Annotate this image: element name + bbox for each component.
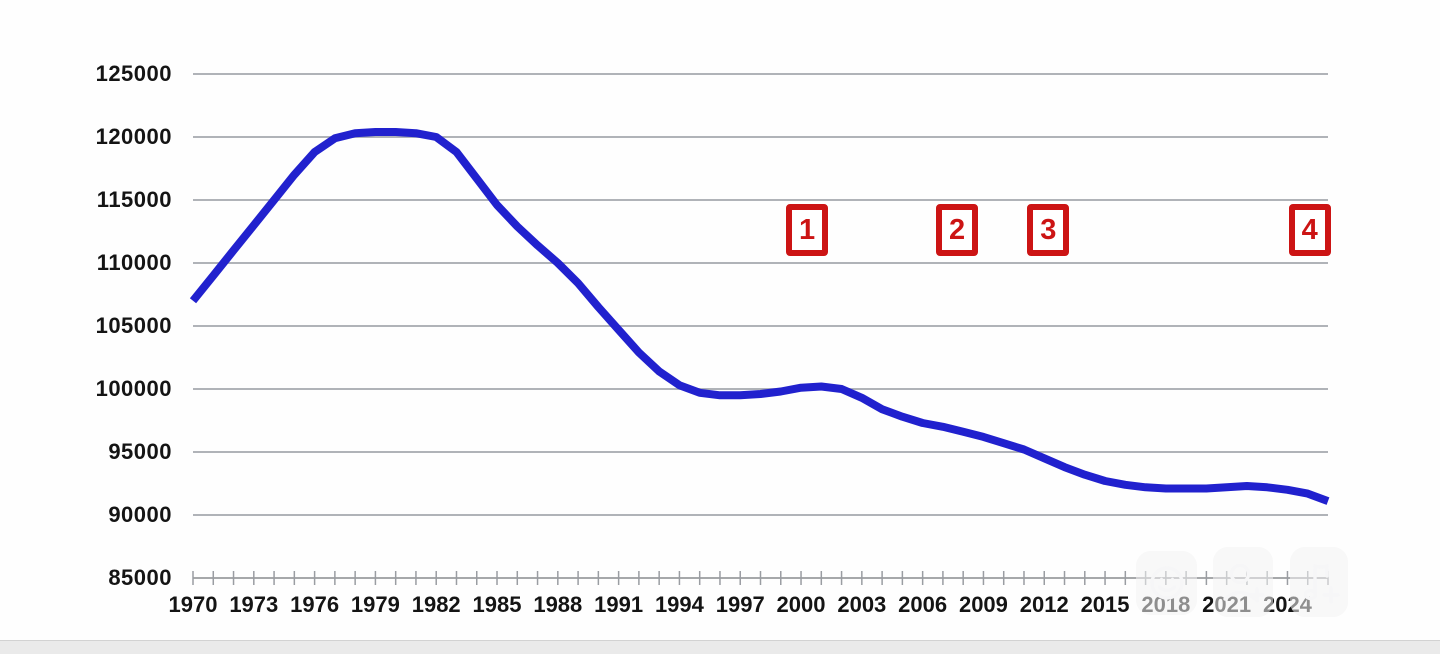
- emoji-reaction-button[interactable]: [1136, 551, 1197, 615]
- y-axis-label: 85000: [108, 565, 172, 590]
- y-axis-label: 100000: [95, 376, 172, 401]
- marker-box-1: 1: [786, 204, 829, 257]
- x-axis-label: 2015: [1080, 592, 1130, 617]
- data-series-line: [189, 128, 1330, 505]
- y-axis-label: 90000: [108, 502, 172, 527]
- x-axis-label: 1988: [533, 592, 583, 617]
- person-plus-icon: [1219, 557, 1267, 607]
- y-axis-label: 110000: [96, 250, 172, 275]
- smiley-icon: [1145, 561, 1189, 605]
- y-axis-label: 120000: [95, 124, 172, 149]
- x-axis-label: 1979: [350, 592, 400, 617]
- x-axis-label: 1976: [290, 592, 340, 617]
- x-axis-label: 1991: [594, 592, 644, 617]
- x-axis-label: 1970: [168, 592, 218, 617]
- music-note-plus-icon: [1295, 556, 1343, 608]
- add-music-button[interactable]: [1290, 547, 1348, 617]
- x-axis-label: 2006: [898, 592, 948, 617]
- y-axis-label: 115000: [96, 187, 172, 212]
- slide-bottom-strip: [0, 640, 1440, 654]
- x-axis-label: 1985: [472, 592, 522, 617]
- x-axis-label: 1973: [229, 592, 279, 617]
- add-person-button[interactable]: [1213, 547, 1273, 617]
- x-axis-label: 1982: [411, 592, 461, 617]
- x-axis-label: 2009: [958, 592, 1008, 617]
- x-axis-label: 1997: [715, 592, 765, 617]
- y-axis-label: 125000: [95, 61, 172, 86]
- marker-box-2: 2: [936, 204, 979, 257]
- x-axis-label: 1994: [654, 592, 704, 617]
- y-axis-label: 95000: [108, 439, 172, 464]
- marker-box-3: 3: [1027, 204, 1070, 257]
- x-axis-label: 2012: [1019, 592, 1069, 617]
- marker-box-4: 4: [1288, 204, 1331, 257]
- y-axis-label: 105000: [95, 313, 172, 338]
- x-axis-label: 2003: [837, 592, 887, 617]
- x-axis-label: 2000: [776, 592, 826, 617]
